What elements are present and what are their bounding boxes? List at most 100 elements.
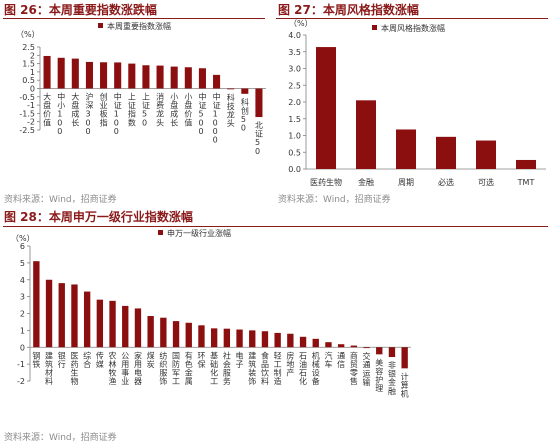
fig28-bar <box>33 261 40 348</box>
fig28-x-tick-label: 汽车 <box>324 350 332 369</box>
fig28-x-tick-char: 医 <box>70 351 78 360</box>
fig27-y-tick-label: 4.0 <box>288 31 301 40</box>
fig28-x-tick-char: 设 <box>312 367 320 377</box>
fig26-x-tick-label: 大盘价值 <box>43 92 51 128</box>
fig26-x-tick-char: 证 <box>213 101 221 110</box>
fig28-x-tick-char: 食 <box>261 350 269 360</box>
fig28-x-tick-char: 房 <box>286 350 294 360</box>
fig27-bar <box>476 140 496 169</box>
fig26-x-tick-char: 技 <box>227 101 235 111</box>
fig28-legend-swatch <box>158 230 163 235</box>
fig27-x-tick-label: 必选 <box>438 177 454 187</box>
fig28-x-tick-char: 计 <box>401 371 409 381</box>
fig26-bar <box>100 62 108 89</box>
fig28-x-tick-char: 合 <box>83 359 91 369</box>
fig26-y-tick-label: 0.5 <box>22 76 35 85</box>
fig28-x-tick-char: 银 <box>58 350 66 360</box>
fig26-x-tick-char: 小 <box>170 93 178 102</box>
fig26-x-tick-label: 中证 5 0 0 <box>198 92 206 136</box>
fig26-bar <box>184 67 192 89</box>
fig28-x-tick-char: 药 <box>70 359 78 369</box>
fig27-legend-label: 本周风格指数涨幅 <box>381 23 445 33</box>
fig26-x-tick-char: 龙 <box>227 110 235 120</box>
fig28-x-tick-char: 银 <box>388 369 396 379</box>
fig26-x-tick-char: 龙 <box>156 109 164 119</box>
fig28-x-tick-char: 饰 <box>248 376 256 386</box>
fig26-title: 图 26：本周重要指数涨跌幅 <box>4 3 157 17</box>
fig28-bar <box>172 321 180 348</box>
fig28-y-tick-label: 2 <box>20 310 25 319</box>
fig28-x-tick-label: 石油石化 <box>299 351 307 386</box>
fig26-x-tick-char: 板 <box>100 109 108 119</box>
fig28-bar <box>363 347 370 349</box>
fig28-x-tick-char: 铁 <box>32 359 40 369</box>
fig26-x-tick-char: 小 <box>57 101 65 110</box>
fig27-y-tick-label: 3.5 <box>288 48 301 57</box>
fig28-x-tick-label: 传媒 <box>96 350 104 369</box>
fig28-x-tick-label: 有色金属 <box>185 350 193 386</box>
fig28-y-tick-label: -1 <box>17 360 25 369</box>
fig28-x-tick-char: 础 <box>210 359 218 369</box>
fig26-x-tick-char: 业 <box>100 100 108 110</box>
fig28-bar <box>274 332 281 348</box>
fig28-bar <box>236 329 243 348</box>
fig26-x-tick-char: 大 <box>71 92 79 102</box>
fig28-x-tick-char: 通 <box>363 360 371 370</box>
fig26-legend-label: 本周重要指数涨幅 <box>107 21 171 31</box>
fig28-x-tick-char: 金 <box>185 367 193 377</box>
fig28-bar <box>58 283 65 348</box>
fig28-x-tick-char: 会 <box>223 359 231 369</box>
fig28-x-tick-char: 建 <box>45 350 53 360</box>
fig27-y-tick-label: 1.0 <box>288 132 301 141</box>
fig28-x-tick-char: 地 <box>286 359 294 369</box>
fig26-x-tick-label: 中证 1 0 0 <box>114 92 122 136</box>
fig26-x-tick-label: 创业板指 <box>100 92 108 128</box>
fig26-x-tick-label: 小盘成长 <box>170 93 178 128</box>
fig28-x-tick-char: 国 <box>172 351 180 360</box>
fig28-x-tick-char: 属 <box>185 377 193 386</box>
fig28-x-tick-char: 制 <box>274 367 282 377</box>
fig26-x-tick-label: 沪深 3 0 0 <box>85 92 93 136</box>
fig26-x-tick-char: 创 <box>100 92 108 102</box>
fig28-x-tick-label: 电子 <box>236 350 244 369</box>
fig28-x-tick-char: 通 <box>337 350 345 360</box>
fig26-x-tick-label: 科技龙头 <box>227 92 235 128</box>
fig28-bar <box>261 331 269 348</box>
fig28-x-tick-char: 务 <box>223 376 231 386</box>
fig28-x-tick-label: 非银金融 <box>388 360 396 396</box>
fig28-legend-label: 申万一级行业涨幅 <box>167 228 231 238</box>
fig26-x-tick-char: 证 <box>142 101 150 110</box>
fig28-bar <box>287 333 294 348</box>
fig26-bar <box>57 57 65 89</box>
fig26-x-tick-char: 0 <box>213 127 218 136</box>
fig28-x-tick-label: 社会服务 <box>223 350 231 386</box>
fig28-y-tick-label: 1 <box>20 326 25 335</box>
fig26-bar <box>213 74 221 89</box>
fig26-x-tick-char: 5 <box>241 115 246 124</box>
fig28-x-tick-char: 煤 <box>147 350 155 360</box>
fig28-bar <box>350 345 358 348</box>
fig28-x-tick-char: 服 <box>159 368 167 377</box>
fig28-x-tick-label: 计算机 <box>401 371 409 398</box>
fig28-x-tick-char: 筑 <box>248 359 256 369</box>
fig26-x-tick-char: 值 <box>43 117 51 127</box>
fig28-x-tick-char: 林 <box>109 359 117 369</box>
fig26-x-tick-char: 0 <box>241 124 246 133</box>
fig27-x-tick-label: TMT <box>517 178 535 187</box>
fig28-x-tick-char: 贸 <box>350 359 358 369</box>
fig28-x-tick-char: 石 <box>299 368 307 377</box>
fig28-x-tick-char: 材 <box>45 367 53 377</box>
fig28-x-tick-char: 机 <box>401 389 409 399</box>
fig28-x-tick-char: 建 <box>248 350 256 360</box>
fig28-x-tick-char: 家 <box>134 350 142 360</box>
fig28-x-tick-char: 容 <box>375 366 383 376</box>
fig26-x-tick-char: 深 <box>85 101 93 110</box>
fig28-y-unit: （%） <box>11 234 35 243</box>
fig26-x-tick-char: 0 <box>57 127 62 136</box>
fig28-x-tick-label: 医药生物 <box>70 351 78 386</box>
fig27-bar <box>436 136 456 169</box>
fig28-x-tick-char: 钢 <box>32 350 40 360</box>
fig28-x-tick-label: 纺织服饰 <box>159 350 167 386</box>
fig26-x-tick-char: 0 <box>198 118 203 127</box>
fig26-x-tick-label: 中小 1 0 0 <box>57 92 65 136</box>
